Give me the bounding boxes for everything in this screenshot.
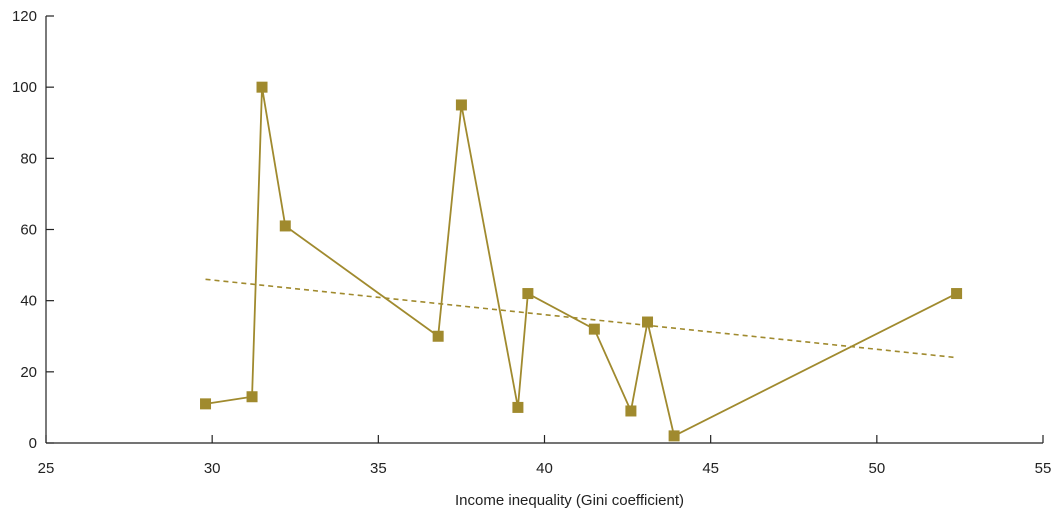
data-point-marker [256, 81, 268, 93]
x-tick-label: 30 [204, 460, 221, 477]
trendline [205, 278, 957, 359]
x-tick-label: 55 [1035, 460, 1052, 477]
data-point-marker [512, 401, 524, 413]
y-axis-ticks: 0 20 40 60 80 100 120 [12, 8, 54, 452]
data-point-marker [246, 391, 258, 403]
data-point-marker [432, 330, 444, 342]
data-point-marker [455, 99, 467, 111]
data-point-marker [279, 220, 291, 232]
series-group [200, 81, 963, 442]
x-tick-label: 50 [868, 460, 885, 477]
y-tick-label: 0 [29, 435, 37, 452]
data-point-marker [200, 398, 212, 410]
data-point-marker [642, 316, 654, 328]
x-tick-label: 25 [38, 460, 55, 477]
y-tick-label: 80 [20, 150, 37, 167]
data-point-marker [668, 430, 680, 442]
y-tick-label: 120 [12, 8, 37, 25]
series-line [205, 87, 957, 438]
data-point-marker [522, 288, 534, 300]
x-tick-label: 45 [702, 460, 719, 477]
trendline-group [205, 278, 957, 359]
x-axis-title: Income inequality (Gini coefficient) [455, 492, 684, 509]
x-tick-label: 40 [536, 460, 553, 477]
y-tick-label: 60 [20, 222, 37, 239]
data-point-marker [625, 405, 637, 417]
y-tick-label: 40 [20, 293, 37, 310]
y-tick-label: 20 [20, 364, 37, 381]
x-tick-label: 35 [370, 460, 387, 477]
y-tick-label: 100 [12, 79, 37, 96]
data-point-marker [588, 323, 600, 335]
x-axis-ticks: 25 30 35 40 45 50 55 [38, 435, 1052, 477]
axes [45, 16, 1043, 444]
data-point-marker [951, 288, 963, 300]
